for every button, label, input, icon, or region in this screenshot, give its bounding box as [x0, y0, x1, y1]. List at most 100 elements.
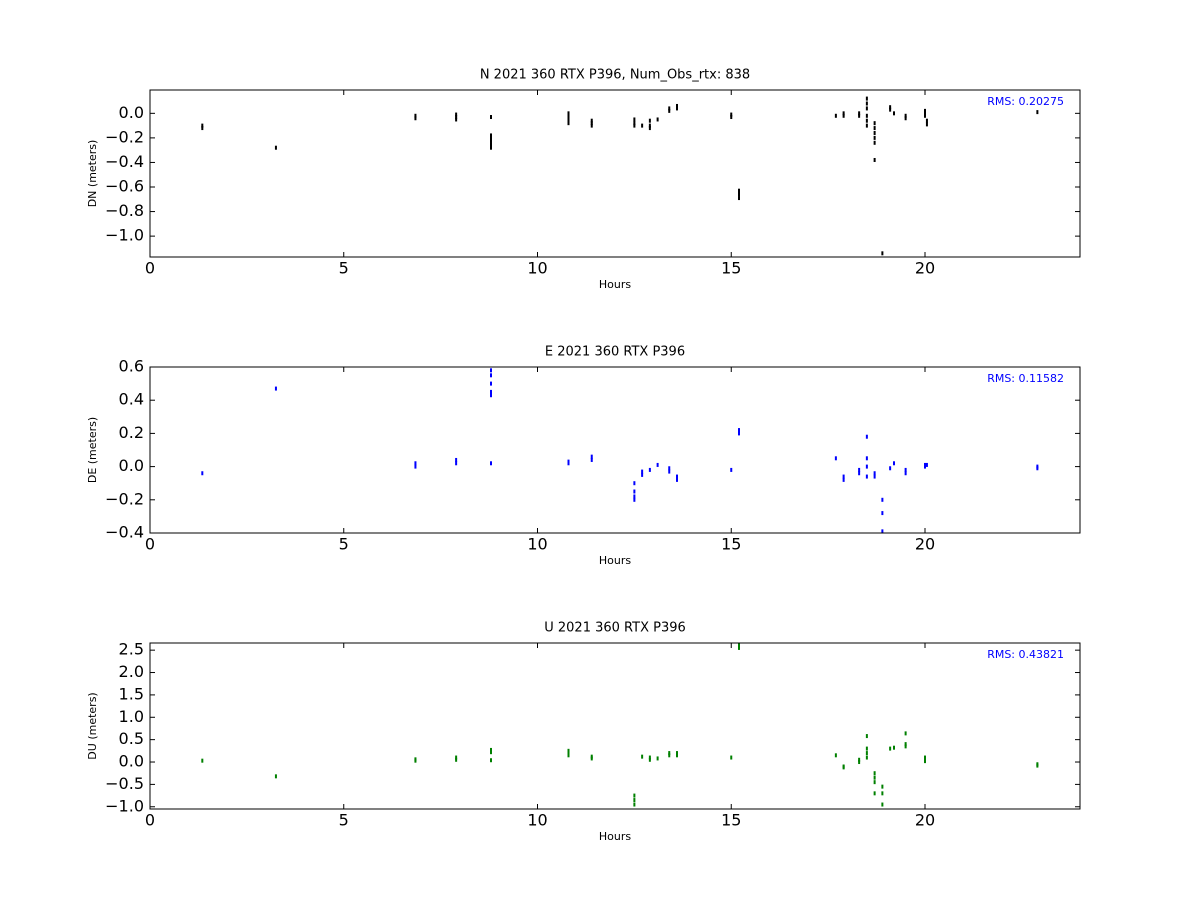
y-tick-label: 0.0 — [119, 752, 144, 771]
data-point — [490, 145, 492, 150]
data-point — [873, 130, 876, 135]
data-point — [455, 112, 458, 117]
data-point — [904, 744, 907, 749]
data-point — [865, 746, 868, 751]
data-point — [656, 117, 659, 122]
data-point — [633, 802, 636, 807]
data-point — [730, 467, 733, 472]
y-tick-label: 1.0 — [119, 707, 144, 726]
data-point — [865, 123, 868, 128]
data-point — [567, 111, 570, 116]
x-axis-label: Hours — [599, 830, 631, 843]
data-point — [490, 135, 492, 140]
y-tick-label: 0.6 — [119, 357, 144, 376]
x-tick-label: 20 — [915, 259, 935, 278]
data-point — [567, 118, 570, 123]
y-tick-label: 0.0 — [119, 103, 144, 122]
chart-title: U 2021 360 RTX P396 — [544, 621, 686, 636]
data-point — [633, 497, 636, 502]
data-point — [730, 755, 733, 760]
data-point — [455, 755, 458, 760]
data-point — [925, 118, 928, 123]
data-point — [490, 381, 492, 386]
data-point — [904, 471, 907, 476]
data-point — [873, 126, 876, 131]
y-tick-label: 1.5 — [119, 684, 144, 703]
data-point — [873, 121, 876, 126]
data-point — [490, 115, 492, 120]
data-point — [201, 126, 204, 131]
data-point — [641, 123, 644, 128]
data-point — [881, 497, 884, 502]
data-point — [490, 747, 492, 752]
x-tick-label: 20 — [915, 535, 935, 554]
y-tick-label: −0.4 — [105, 152, 144, 171]
data-point — [676, 753, 678, 758]
data-point — [873, 135, 876, 140]
data-point — [893, 111, 895, 116]
data-point — [834, 113, 837, 118]
data-point — [455, 757, 458, 762]
data-point — [656, 462, 659, 467]
data-point — [924, 108, 926, 113]
data-point — [490, 138, 492, 143]
data-point — [633, 798, 636, 803]
data-point — [567, 748, 570, 753]
data-point — [893, 461, 895, 466]
data-point — [924, 759, 926, 764]
data-point — [858, 757, 861, 762]
data-point — [414, 461, 417, 466]
data-point — [274, 386, 277, 391]
data-point — [738, 196, 740, 201]
data-point — [633, 121, 636, 126]
x-tick-label: 20 — [915, 811, 935, 830]
data-point — [590, 121, 593, 126]
data-point — [881, 529, 884, 534]
data-point — [414, 116, 417, 121]
data-point — [668, 469, 671, 474]
data-point — [865, 101, 868, 106]
data-point — [1036, 466, 1039, 471]
y-tick-label: −0.2 — [105, 489, 144, 508]
data-point — [858, 467, 861, 472]
x-tick-label: 5 — [339, 259, 349, 278]
data-point — [873, 474, 876, 479]
x-tick-label: 15 — [721, 259, 741, 278]
data-point — [676, 474, 678, 479]
data-point — [633, 489, 636, 494]
data-point — [633, 117, 636, 122]
data-point — [858, 113, 861, 118]
axes-frame — [149, 366, 1081, 534]
data-point — [865, 734, 868, 739]
data-point — [842, 765, 845, 770]
data-point — [567, 116, 570, 121]
data-point — [881, 791, 884, 796]
x-tick-label: 0 — [145, 535, 155, 554]
data-point — [873, 780, 876, 785]
data-point — [865, 118, 868, 123]
data-point — [893, 745, 895, 750]
y-tick-label: −0.8 — [105, 201, 144, 220]
data-point — [865, 434, 868, 439]
y-tick-label: 0.2 — [119, 423, 144, 442]
x-tick-label: 10 — [527, 811, 547, 830]
y-tick-label: −0.6 — [105, 177, 144, 196]
data-point — [567, 753, 570, 758]
data-point — [889, 105, 892, 110]
data-point — [414, 757, 417, 762]
y-tick-label: 2.0 — [119, 662, 144, 681]
data-point — [648, 118, 651, 123]
data-point — [590, 454, 593, 459]
data-point — [567, 459, 570, 464]
data-point — [648, 123, 651, 128]
data-point — [904, 742, 907, 747]
data-point — [881, 802, 884, 807]
data-point — [842, 477, 845, 482]
rms-annotation: RMS: 0.20275 — [987, 95, 1064, 108]
data-point — [924, 464, 926, 469]
data-point — [668, 106, 671, 111]
data-point — [567, 121, 570, 126]
data-point — [865, 106, 868, 111]
data-point — [648, 755, 651, 760]
data-point — [889, 107, 892, 112]
